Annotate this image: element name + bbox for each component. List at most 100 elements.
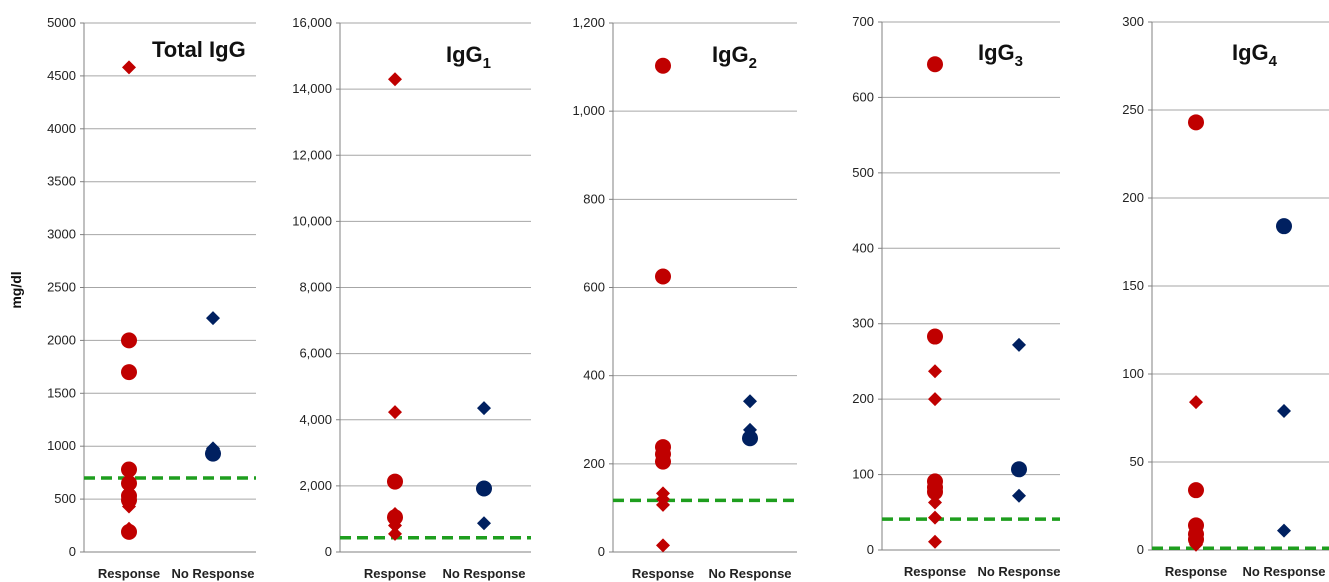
chart-title-main: IgG bbox=[712, 42, 749, 67]
y-tick-label: 700 bbox=[852, 14, 874, 29]
data-point-circle bbox=[927, 56, 943, 73]
data-point-diamond bbox=[388, 72, 402, 87]
chart-title-main: Total IgG bbox=[152, 37, 246, 62]
chart-title: IgG4 bbox=[1232, 40, 1278, 70]
data-point-diamond bbox=[928, 510, 942, 525]
y-tick-label: 100 bbox=[1122, 366, 1144, 381]
data-point-circle bbox=[387, 473, 403, 490]
y-tick-label: 16,000 bbox=[292, 15, 332, 30]
x-category-label: No Response bbox=[1242, 564, 1325, 579]
data-point-diamond bbox=[1189, 537, 1203, 552]
y-tick-label: 2500 bbox=[47, 280, 76, 295]
data-point-circle bbox=[1188, 482, 1204, 499]
y-axis-label: mg/dl bbox=[8, 271, 24, 308]
x-category-label: Response bbox=[904, 564, 966, 579]
data-point-diamond bbox=[928, 495, 942, 510]
chart-panel-2: 0 2,000 4,000 6,000 8,000 10,000 12,000 14,000 1… bbox=[292, 15, 531, 581]
x-category-label: Response bbox=[632, 566, 694, 581]
data-point-circle bbox=[655, 57, 671, 74]
y-tick-label: 150 bbox=[1122, 278, 1144, 293]
data-point-circle bbox=[121, 523, 137, 540]
data-point-circle bbox=[205, 445, 221, 462]
y-tick-label: 200 bbox=[1122, 190, 1144, 205]
y-tick-label: 1,200 bbox=[572, 15, 605, 30]
data-point-diamond bbox=[122, 60, 136, 75]
data-point-diamond bbox=[1189, 395, 1203, 410]
data-point-diamond bbox=[1277, 403, 1291, 418]
y-tick-label: 10,000 bbox=[292, 213, 332, 228]
y-tick-label: 2000 bbox=[47, 332, 76, 347]
data-point-circle bbox=[655, 268, 671, 285]
chart-title-main: IgG bbox=[1232, 40, 1269, 65]
y-tick-label: 0 bbox=[598, 544, 605, 559]
data-point-diamond bbox=[928, 364, 942, 379]
chart-title-subscript: 3 bbox=[1015, 53, 1023, 70]
y-tick-label: 4000 bbox=[47, 121, 76, 136]
data-point-diamond bbox=[122, 499, 136, 514]
x-category-label: Response bbox=[364, 566, 426, 581]
data-point-circle bbox=[927, 328, 943, 345]
chart-panel-4: 0 100 200 300 400 500 600 700 Response No Respons… bbox=[852, 14, 1060, 579]
data-point-circle bbox=[121, 461, 137, 478]
data-point-diamond bbox=[656, 538, 670, 553]
y-tick-label: 800 bbox=[583, 191, 605, 206]
y-tick-label: 500 bbox=[852, 165, 874, 180]
data-point-circle bbox=[121, 364, 137, 381]
x-category-label: No Response bbox=[442, 566, 525, 581]
y-tick-label: 0 bbox=[69, 544, 76, 559]
y-tick-label: 12,000 bbox=[292, 147, 332, 162]
x-category-label: No Response bbox=[708, 566, 791, 581]
chart-title-main: IgG bbox=[978, 40, 1015, 65]
y-tick-label: 1500 bbox=[47, 385, 76, 400]
y-tick-label: 200 bbox=[852, 391, 874, 406]
data-point-diamond bbox=[928, 392, 942, 407]
data-point-diamond bbox=[388, 405, 402, 420]
data-point-circle bbox=[1011, 461, 1027, 478]
data-point-diamond bbox=[388, 526, 402, 541]
data-point-diamond bbox=[928, 534, 942, 549]
y-tick-label: 3500 bbox=[47, 174, 76, 189]
chart-title: IgG3 bbox=[978, 40, 1023, 70]
data-point-diamond bbox=[1012, 488, 1026, 503]
data-point-diamond bbox=[1012, 337, 1026, 352]
x-category-label: No Response bbox=[977, 564, 1060, 579]
y-tick-label: 3000 bbox=[47, 227, 76, 242]
data-point-diamond bbox=[1277, 523, 1291, 538]
data-point-diamond bbox=[656, 497, 670, 512]
y-tick-label: 300 bbox=[852, 316, 874, 331]
y-tick-label: 0 bbox=[1137, 542, 1144, 557]
y-tick-label: 4,000 bbox=[299, 412, 332, 427]
chart-panel-1: 0 500 1000 1500 2000 2500 3000 3500 4000 4500 5000… bbox=[47, 15, 256, 581]
y-tick-label: 250 bbox=[1122, 102, 1144, 117]
y-tick-label: 50 bbox=[1130, 454, 1144, 469]
chart-panel-3: 0 200 400 600 800 1,000 1,200 Response No Respon… bbox=[572, 15, 797, 581]
data-point-circle bbox=[476, 480, 492, 497]
x-category-label: Response bbox=[1165, 564, 1227, 579]
y-tick-label: 6,000 bbox=[299, 346, 332, 361]
data-point-diamond bbox=[477, 401, 491, 416]
y-tick-label: 100 bbox=[852, 467, 874, 482]
y-tick-label: 400 bbox=[583, 368, 605, 383]
data-point-circle bbox=[121, 475, 137, 492]
y-tick-label: 300 bbox=[1122, 14, 1144, 29]
x-category-label: Response bbox=[98, 566, 160, 581]
y-tick-label: 4500 bbox=[47, 68, 76, 83]
y-tick-label: 200 bbox=[583, 456, 605, 471]
chart-title: IgG2 bbox=[712, 42, 757, 72]
data-point-circle bbox=[1276, 218, 1292, 235]
data-point-circle bbox=[1188, 114, 1204, 131]
chart-panel-5: 0 50 100 150 200 250 300 Response No Response IgG… bbox=[1122, 14, 1329, 579]
chart-title-main: IgG bbox=[446, 42, 483, 67]
y-tick-label: 500 bbox=[54, 491, 76, 506]
data-point-diamond bbox=[206, 311, 220, 326]
data-point-diamond bbox=[743, 394, 757, 409]
data-point-circle bbox=[742, 430, 758, 447]
y-tick-label: 600 bbox=[583, 280, 605, 295]
chart-title-subscript: 1 bbox=[483, 55, 491, 72]
y-tick-label: 600 bbox=[852, 89, 874, 104]
data-point-circle bbox=[927, 483, 943, 500]
data-point-diamond bbox=[477, 516, 491, 531]
y-tick-label: 2,000 bbox=[299, 478, 332, 493]
chart-title: IgG1 bbox=[446, 42, 491, 72]
